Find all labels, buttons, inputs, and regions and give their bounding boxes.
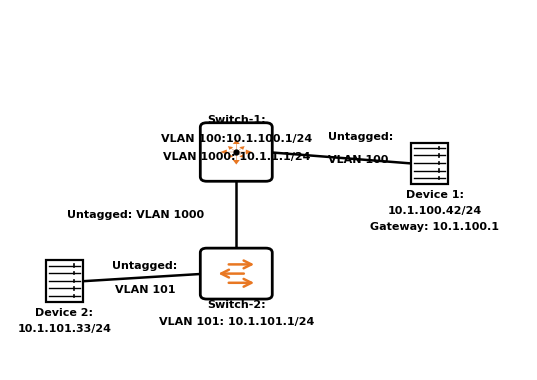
Text: VLAN 100:10.1.100.1/24: VLAN 100:10.1.100.1/24 — [161, 134, 312, 144]
FancyBboxPatch shape — [46, 260, 83, 302]
FancyBboxPatch shape — [200, 248, 272, 299]
FancyArrow shape — [236, 146, 245, 152]
FancyArrow shape — [228, 152, 236, 158]
FancyBboxPatch shape — [411, 142, 448, 184]
Text: Untagged: VLAN 1000: Untagged: VLAN 1000 — [67, 210, 204, 220]
FancyArrow shape — [236, 150, 252, 154]
Text: Device 1:: Device 1: — [406, 190, 464, 200]
Text: VLAN 101: VLAN 101 — [115, 285, 175, 295]
Text: 10.1.100.42/24: 10.1.100.42/24 — [388, 206, 482, 216]
Text: VLAN 100: VLAN 100 — [328, 155, 388, 165]
FancyBboxPatch shape — [200, 123, 272, 181]
Text: Switch-2:: Switch-2: — [207, 300, 266, 310]
FancyArrow shape — [236, 152, 245, 158]
FancyArrow shape — [233, 152, 240, 165]
Text: Untagged:: Untagged: — [328, 133, 393, 142]
Text: Untagged:: Untagged: — [112, 261, 178, 271]
Text: VLAN 1000: 10.1.1.1/24: VLAN 1000: 10.1.1.1/24 — [163, 152, 310, 162]
Text: Gateway: 10.1.100.1: Gateway: 10.1.100.1 — [371, 222, 499, 232]
Text: 10.1.101.33/24: 10.1.101.33/24 — [17, 324, 112, 334]
FancyArrow shape — [220, 150, 236, 154]
FancyArrow shape — [228, 146, 236, 152]
Text: Device 2:: Device 2: — [35, 308, 93, 318]
FancyArrow shape — [233, 139, 240, 152]
Text: Switch-1:: Switch-1: — [207, 116, 266, 125]
Text: VLAN 101: 10.1.101.1/24: VLAN 101: 10.1.101.1/24 — [158, 317, 314, 326]
